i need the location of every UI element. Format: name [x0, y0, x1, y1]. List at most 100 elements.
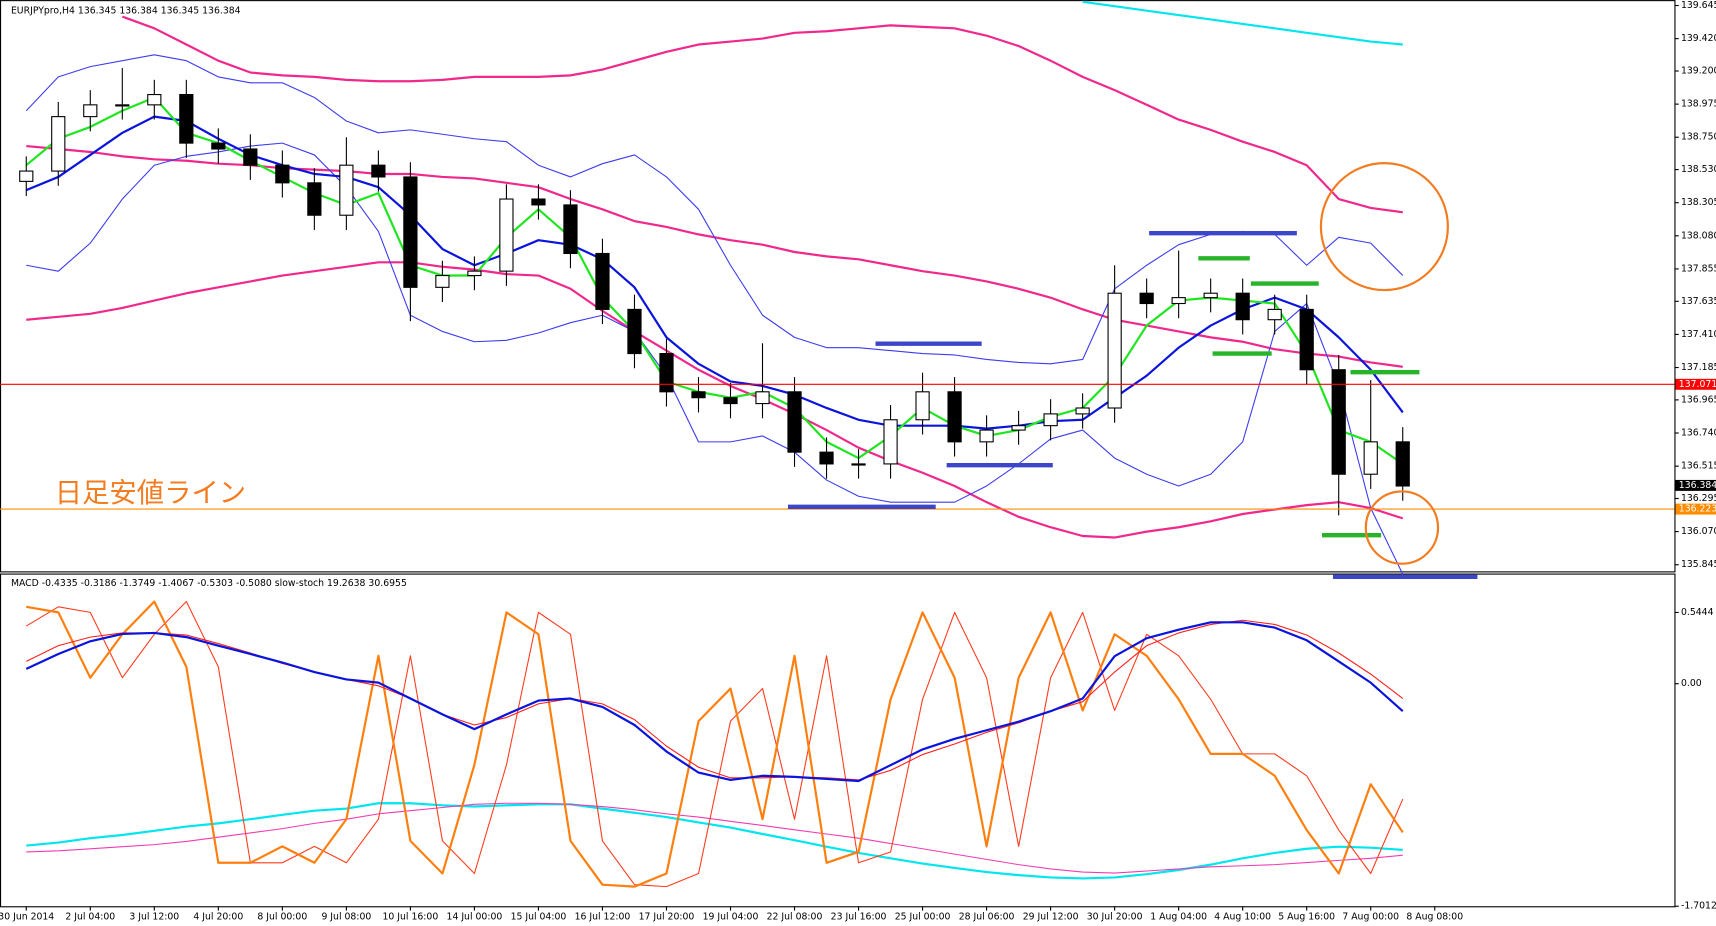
y-tick-label: 135.845: [1681, 559, 1716, 570]
x-tick-label: 23 Jul 16:00: [831, 912, 887, 923]
candle-body: [307, 182, 322, 216]
y-tick-label: 136.070: [1681, 526, 1716, 537]
chart-title: EURJPYpro,H4 136.345 136.384 136.345 136…: [11, 6, 241, 17]
candle-body: [659, 353, 674, 393]
y-tick-label: 137.185: [1681, 362, 1716, 373]
x-tick-label: 1 Aug 04:00: [1150, 912, 1207, 923]
candle-body: [1075, 407, 1090, 415]
x-tick-label: 4 Aug 10:00: [1214, 912, 1271, 923]
candle-body: [915, 391, 930, 421]
x-tick-label: 8 Jul 00:00: [257, 912, 307, 923]
y-tick-label: 139.645: [1681, 0, 1716, 11]
y-tick-label: 136.295: [1681, 493, 1716, 504]
indicator-line: [121, 15, 1403, 214]
y-tick-label: 139.420: [1681, 33, 1716, 44]
x-tick-label: 29 Jul 12:00: [1023, 912, 1079, 923]
last-price-label: 136.384: [1679, 480, 1716, 491]
candle-body: [819, 451, 834, 465]
candle-body: [371, 164, 386, 178]
candle-body: [883, 419, 898, 465]
candle-body: [1139, 292, 1154, 305]
candle-body: [1235, 292, 1250, 321]
candle-body: [51, 116, 66, 172]
candle-body: [1363, 441, 1378, 475]
price-tag-label: 136.223: [1679, 504, 1716, 515]
x-tick-label: 28 Jul 06:00: [959, 912, 1015, 923]
x-tick-label: 2 Jul 04:00: [65, 912, 115, 923]
candle-body: [499, 198, 514, 272]
candle-body: [563, 204, 578, 255]
x-tick-label: 19 Jul 04:00: [703, 912, 759, 923]
x-tick-label: 9 Jul 08:00: [321, 912, 371, 923]
price-tag: [1675, 378, 1716, 390]
candle-body: [691, 391, 706, 399]
x-tick-label: 8 Aug 08:00: [1406, 912, 1463, 923]
candle-body: [1203, 292, 1218, 299]
indicator-line: [26, 261, 1404, 539]
y-tick-label: 139.200: [1681, 66, 1716, 77]
candle-body: [755, 391, 770, 405]
y-tick-label: 137.855: [1681, 263, 1716, 274]
x-tick-label: 14 Jul 00:00: [447, 912, 503, 923]
candle-body: [1171, 297, 1186, 305]
candle-body: [531, 198, 546, 206]
indicator-line: [25, 54, 1404, 365]
candle-body: [179, 94, 194, 144]
indicator-line: [26, 600, 1404, 888]
candle-body: [19, 170, 34, 182]
indicator-line: [26, 142, 1404, 575]
y-tick-label: 0.00: [1681, 678, 1702, 689]
y-tick-label: 137.635: [1681, 296, 1716, 307]
y-tick-label: 0.5444: [1681, 607, 1714, 618]
candle-body: [115, 104, 130, 107]
y-tick-label: 136.515: [1681, 461, 1716, 472]
candle-body: [1267, 308, 1282, 321]
indicator-line: [1082, 0, 1403, 46]
price-tag-label: 137.071: [1679, 379, 1716, 390]
candle-body: [435, 275, 450, 288]
candle-body: [1395, 441, 1410, 487]
candle-body: [339, 164, 354, 216]
candle-body: [1011, 425, 1026, 431]
indicator-line: [26, 802, 1403, 880]
y-tick-label: 138.975: [1681, 99, 1716, 110]
candle-body: [851, 463, 866, 466]
x-tick-label: 15 Jul 04:00: [511, 912, 567, 923]
indicator-line: [26, 802, 1403, 874]
highlight-circle: [1364, 490, 1440, 565]
indicator-line: [25, 601, 1404, 888]
candle-body: [1107, 292, 1122, 409]
indicator-line: [25, 621, 1404, 783]
y-tick-label: 136.965: [1681, 394, 1716, 405]
x-tick-label: 4 Jul 20:00: [193, 912, 243, 923]
highlight-circle: [1319, 162, 1449, 292]
candle-body: [947, 391, 962, 443]
candle-body: [1331, 369, 1346, 475]
candle-body: [243, 148, 258, 166]
y-tick-label: 138.530: [1681, 164, 1716, 175]
candle-body: [275, 164, 290, 184]
x-tick-label: 5 Aug 16:00: [1278, 912, 1335, 923]
x-tick-label: 30 Jul 20:00: [1087, 912, 1143, 923]
x-tick-label: 30 Jun 2014: [0, 912, 54, 923]
x-tick-label: 16 Jul 12:00: [575, 912, 631, 923]
last-price-tag: [1675, 479, 1716, 491]
annotation-text: 日足安値ライン: [55, 478, 246, 509]
x-tick-label: 3 Jul 12:00: [129, 912, 179, 923]
x-tick-label: 10 Jul 16:00: [383, 912, 439, 923]
y-tick-label: 136.740: [1681, 428, 1716, 439]
y-tick-label: 138.080: [1681, 230, 1716, 241]
candle-body: [723, 397, 738, 405]
candle-body: [1299, 308, 1314, 371]
candle-body: [627, 308, 642, 355]
candle-body: [211, 142, 226, 150]
candle-body: [979, 429, 994, 443]
price-tag: [1675, 503, 1716, 515]
y-tick-label: 138.750: [1681, 132, 1716, 143]
candle-body: [787, 391, 802, 453]
y-tick-label: -1.7012: [1681, 901, 1716, 912]
y-tick-label: 138.305: [1681, 197, 1716, 208]
indicator-title: MACD -0.4335 -0.3186 -1.3749 -1.4067 -0.…: [11, 578, 407, 589]
